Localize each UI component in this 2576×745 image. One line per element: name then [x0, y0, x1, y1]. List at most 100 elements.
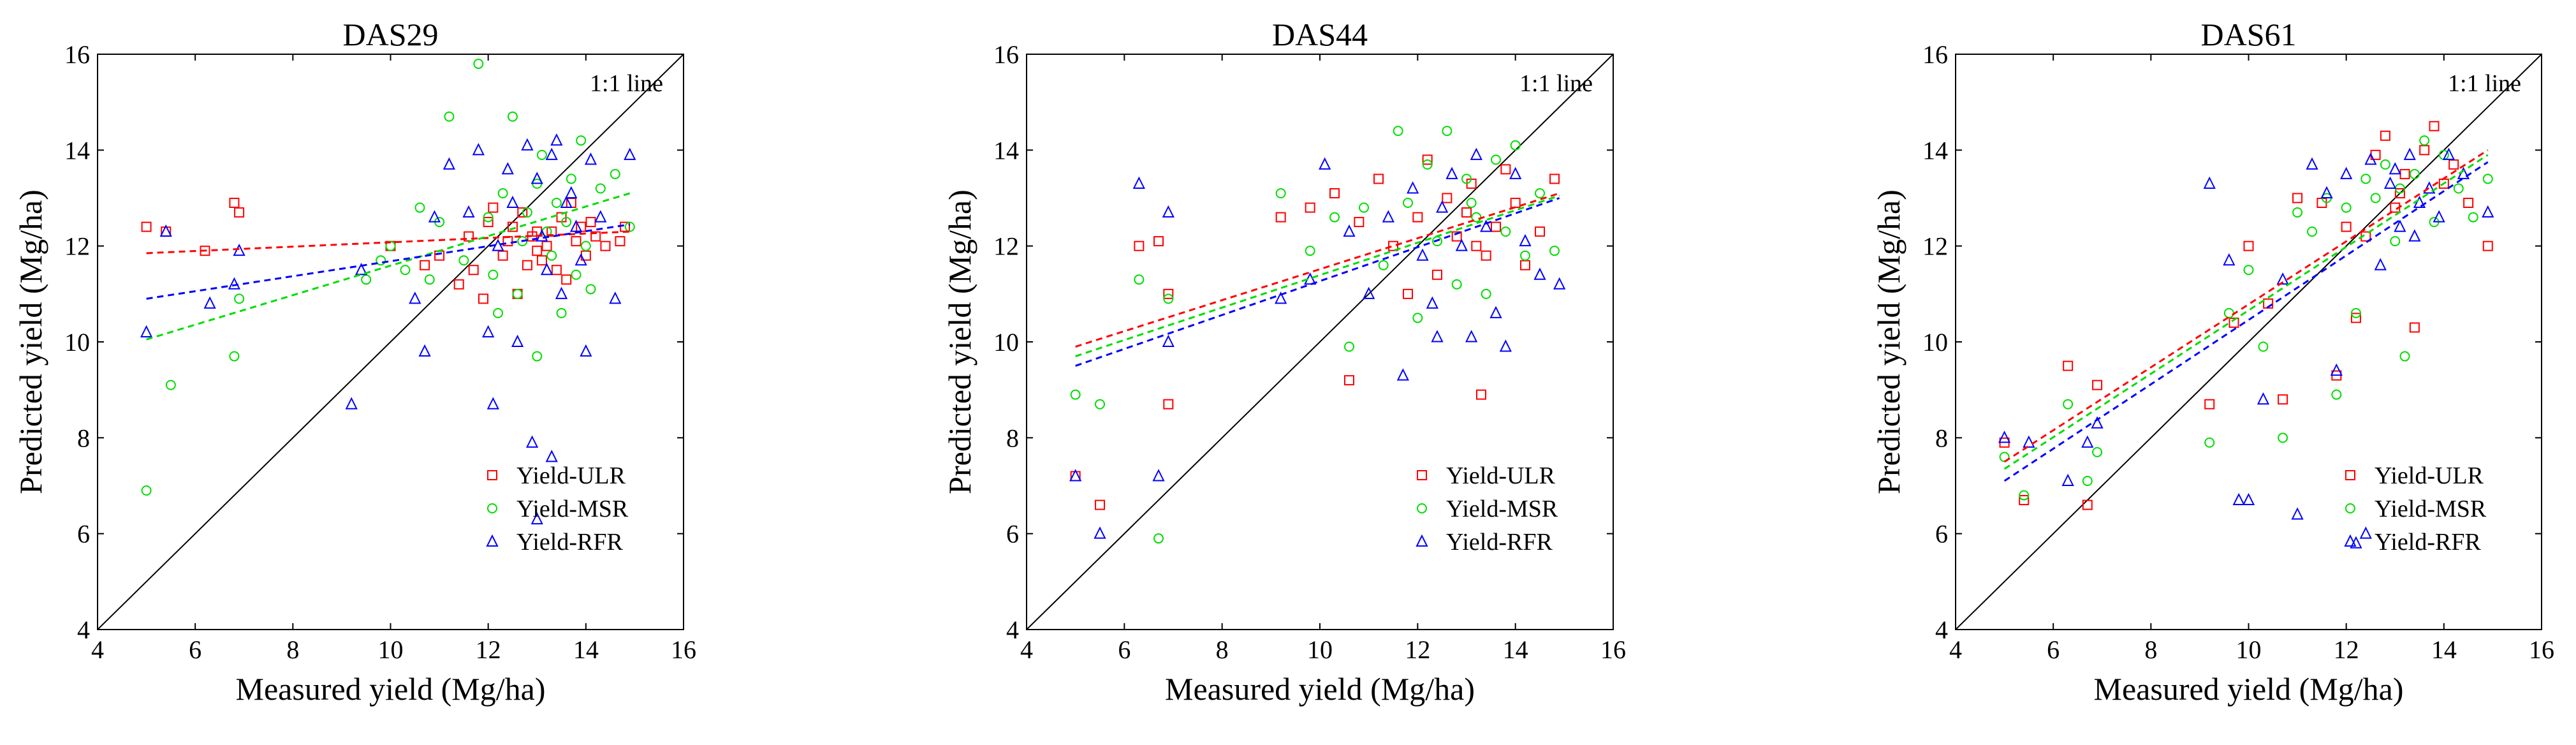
data-point	[2429, 121, 2440, 131]
x-tick-label: 12	[2334, 635, 2359, 664]
data-point	[566, 173, 576, 184]
data-point	[1426, 296, 1438, 309]
data-point	[531, 172, 543, 184]
data-point	[1451, 231, 1462, 242]
data-point	[1152, 469, 1165, 482]
data-point	[2243, 240, 2254, 251]
data-point	[1998, 431, 2011, 443]
data-point	[2394, 219, 2406, 232]
data-point	[2423, 181, 2436, 194]
data-point	[1549, 246, 1560, 256]
data-point	[585, 217, 596, 228]
data-point	[1471, 240, 1482, 251]
data-point	[609, 291, 622, 304]
data-point	[1163, 399, 1174, 409]
data-point	[1412, 212, 1423, 223]
data-point	[525, 435, 539, 448]
y-tick-label: 12	[993, 232, 1019, 261]
data-point	[2389, 162, 2401, 175]
data-point	[2204, 399, 2215, 409]
y-tick-label: 8	[77, 424, 90, 452]
data-point	[483, 217, 494, 228]
data-point	[2409, 168, 2420, 179]
y-tick-label: 10	[993, 328, 1019, 357]
legend-label: Yield-ULR	[1446, 462, 1556, 489]
data-point	[580, 344, 592, 357]
data-point	[1519, 233, 1532, 247]
x-tick-label: 6	[2047, 635, 2060, 664]
x-tick-label: 4	[1020, 635, 1033, 664]
data-point	[2223, 307, 2234, 318]
x-axis-label: Measured yield (Mg/ha)	[1165, 671, 1475, 707]
legend-label: Yield-RFR	[2375, 529, 2481, 556]
data-point	[2453, 183, 2464, 194]
y-tick-label: 14	[993, 136, 1019, 165]
data-point	[1354, 217, 1365, 228]
y-tick-label: 14	[64, 136, 90, 165]
data-point	[1069, 469, 1082, 482]
x-tick-label: 6	[189, 635, 201, 664]
data-point	[1403, 288, 1413, 299]
data-point	[2061, 473, 2074, 486]
data-point	[615, 236, 626, 247]
data-point	[2203, 176, 2216, 189]
data-point	[2482, 173, 2493, 184]
data-point	[1162, 334, 1175, 347]
data-point	[1132, 176, 1145, 189]
data-point	[492, 307, 503, 318]
data-point	[1500, 226, 1511, 237]
series-Yield-RFR	[1069, 147, 1566, 539]
legend-marker	[1417, 503, 1427, 513]
data-point	[2364, 152, 2377, 165]
data-point	[2242, 492, 2255, 506]
data-point	[2204, 437, 2215, 448]
data-point	[546, 226, 557, 237]
data-point	[1393, 126, 1403, 136]
data-point	[574, 253, 587, 266]
data-point	[521, 138, 534, 151]
data-point	[2278, 394, 2288, 405]
data-point	[2374, 258, 2387, 270]
data-point	[1553, 277, 1566, 290]
data-point	[531, 512, 543, 525]
chart-title: DAS44	[1272, 17, 1368, 52]
data-point	[2063, 399, 2074, 409]
data-point	[610, 168, 620, 179]
data-point	[2383, 176, 2397, 189]
data-point	[444, 111, 455, 122]
trend-line	[1075, 192, 1560, 348]
data-point	[541, 240, 552, 251]
data-point	[536, 255, 547, 266]
chart-panel-2: DAS44 4 6 8 10 12 14 16 4 6 8 10 12 14 16 Measured yiel…	[942, 17, 1626, 707]
data-point	[234, 293, 245, 304]
data-point	[2258, 341, 2269, 352]
x-tick-label: 14	[573, 635, 599, 664]
data-point	[1461, 173, 1472, 184]
x-tick-label: 16	[671, 635, 696, 664]
data-point	[571, 269, 582, 280]
data-point	[1470, 147, 1482, 160]
data-point	[2359, 526, 2372, 539]
data-point	[1134, 274, 1145, 285]
data-point	[473, 59, 484, 70]
trend-line	[1075, 197, 1560, 367]
data-point	[1403, 198, 1413, 209]
data-point	[487, 397, 499, 409]
data-point	[2307, 226, 2318, 237]
data-point	[1481, 250, 1491, 261]
data-point	[1466, 178, 1477, 189]
legend: Yield-ULR Yield-MSR Yield-RFR	[486, 462, 629, 556]
data-point	[2370, 193, 2381, 203]
y-tick-label: 6	[77, 520, 90, 549]
data-point	[1510, 140, 1521, 151]
data-point	[443, 157, 456, 170]
data-point	[2442, 147, 2455, 160]
data-point	[2419, 145, 2430, 156]
trend-line	[1075, 195, 1560, 357]
trend-line	[2003, 154, 2489, 470]
data-point	[1461, 207, 1472, 218]
chart-panel-3: DAS61 4 6 8 10 12 14 16 4 6 8 10 12 14 16 Measured yiel…	[1871, 17, 2554, 707]
y-tick-label: 8	[1006, 424, 1019, 452]
data-point	[1535, 226, 1545, 237]
